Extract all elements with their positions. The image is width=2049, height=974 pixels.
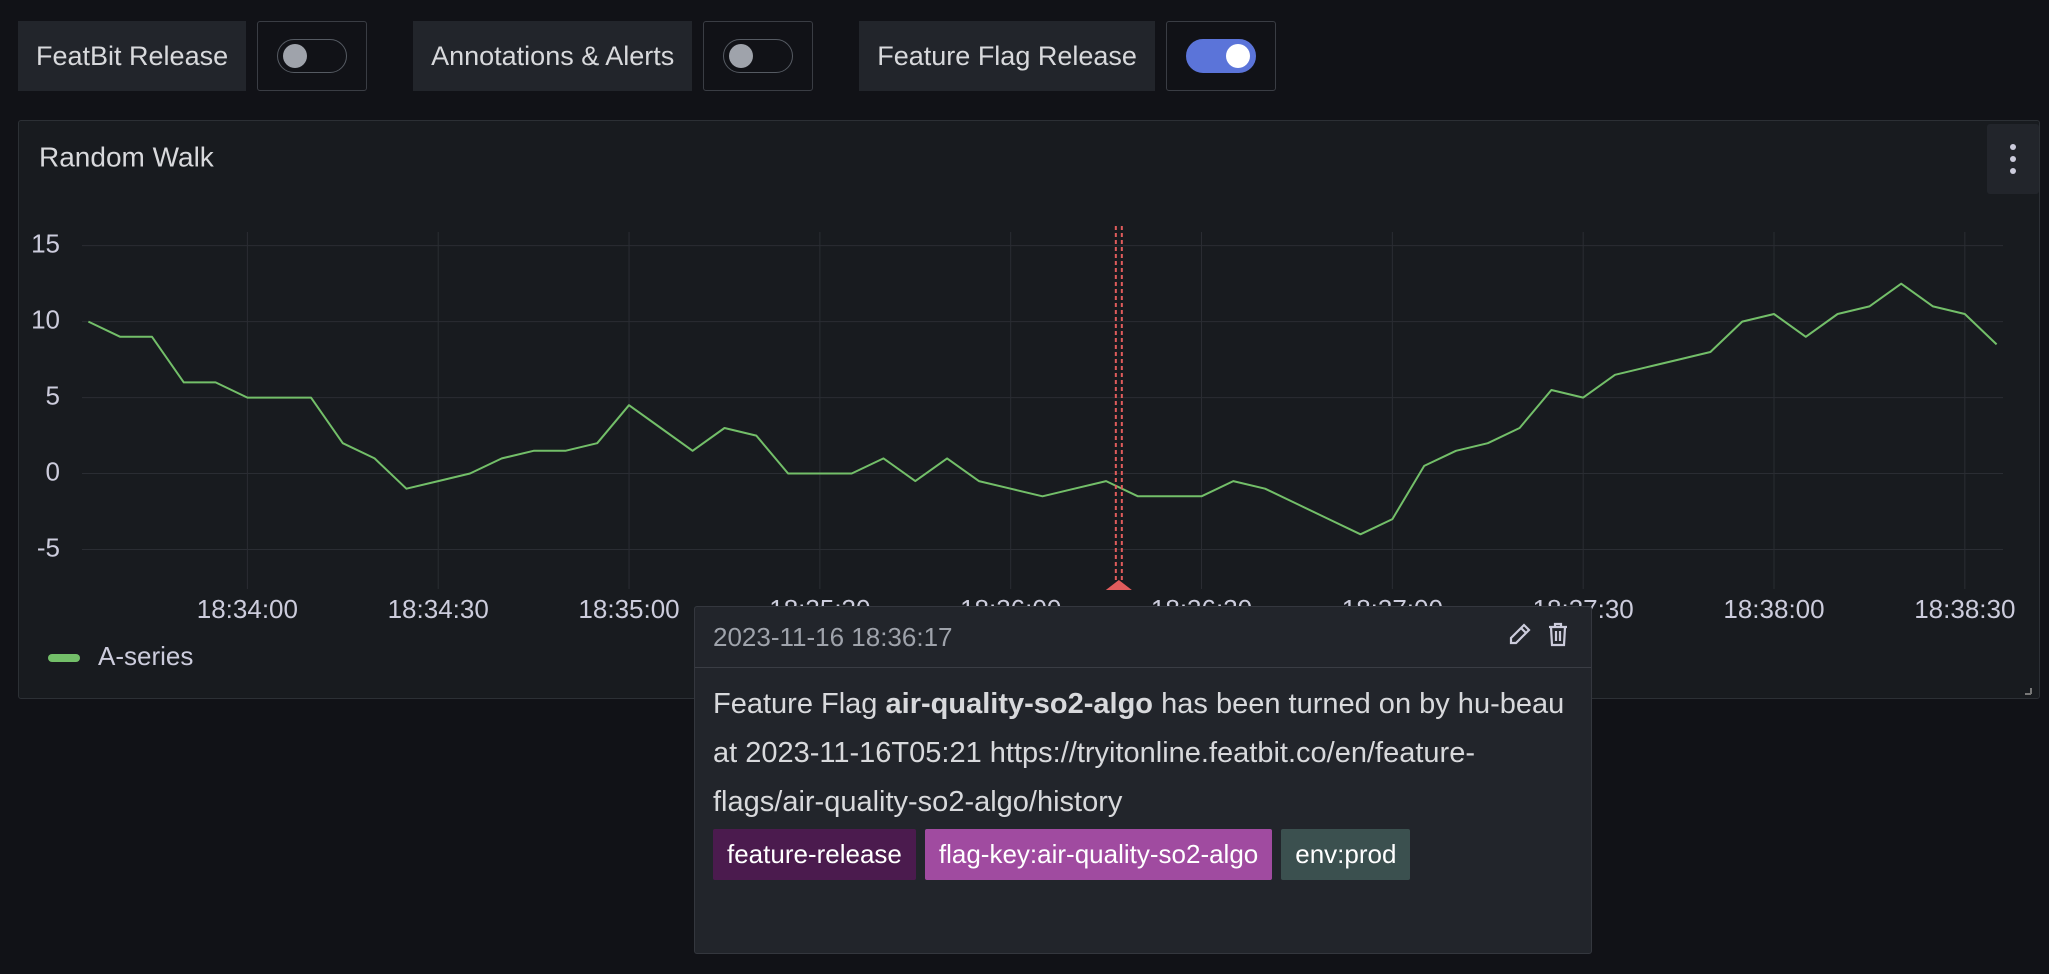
y-tick-label: 15 [31,229,60,259]
toggle-group: Feature Flag Release [859,21,1276,91]
toggle-label: Feature Flag Release [859,21,1155,91]
toggle[interactable] [1165,21,1276,91]
switch-track[interactable] [1185,39,1256,73]
panel-title: Random Walk [39,141,215,172]
switch-track[interactable] [277,39,348,73]
annotation-marker [1105,580,1132,590]
panel-menu[interactable] [1987,124,2039,194]
annotation-text: Feature Flag air-quality-so2-algo has been… [713,680,1573,827]
y-tick-label: 10 [31,305,60,335]
delete-icon[interactable] [1549,622,1567,646]
menu-dot [2010,156,2016,162]
menu-dot [2010,144,2016,150]
toggle-group: FeatBit Release [18,21,368,91]
resize-handle[interactable] [2025,688,2032,695]
tooltip-actions [1505,619,1573,656]
x-tick-label: 18:34:30 [388,594,489,624]
switch-knob [283,44,308,68]
legend-label: A-series [98,641,193,671]
tag[interactable]: feature-release [713,829,916,880]
tooltip-header: 2023-11-16 18:36:17 [695,607,1591,668]
edit-icon[interactable] [1509,622,1531,644]
variable-toggles: FeatBit Release Annotations & Alerts Featu… [18,21,1322,91]
toggle-group: Annotations & Alerts [413,21,814,91]
y-tick-label: 0 [46,456,60,486]
switch-track[interactable] [723,39,794,73]
tag[interactable]: flag-key:air-quality-so2-algo [924,829,1273,880]
series-line [87,282,1998,536]
text: Feature Flag [713,688,878,720]
action-icons [1509,622,1567,646]
text: has been turned on by hu-beau at 2023-11… [713,688,1565,818]
tag[interactable]: env:prod [1281,829,1411,880]
toggle-label: Annotations & Alerts [413,21,693,91]
toggle[interactable] [257,21,368,91]
tags: feature-release flag-key:air-quality-so2-… [713,829,1573,880]
legend-swatch [48,654,80,662]
annotation-time: 2023-11-16 18:36:17 [713,621,953,652]
toggle-label: FeatBit Release [18,21,247,91]
annotation-tooltip: 2023-11-16 18:36:17 Feature Flag air-qual… [694,606,1592,954]
menu-dot [2010,168,2016,174]
y-tick-label: 5 [46,380,60,410]
x-tick-label: 18:35:00 [578,594,679,624]
flag-key: air-quality-so2-algo [885,688,1154,720]
x-tick-label: 18:38:00 [1723,594,1824,624]
toggle[interactable] [703,21,814,91]
switch-knob [729,44,754,68]
panel: Random Walk -5 0 5 10 15 18:34:00 18:34:30 18:3… [18,120,2040,699]
switch-knob [1225,44,1250,68]
x-tick-label: 18:34:00 [197,594,298,624]
x-tick-label: 18:38:30 [1914,594,2015,624]
y-tick-label: -5 [37,532,60,562]
tooltip-body: Feature Flag air-quality-so2-algo has been… [695,668,1591,880]
